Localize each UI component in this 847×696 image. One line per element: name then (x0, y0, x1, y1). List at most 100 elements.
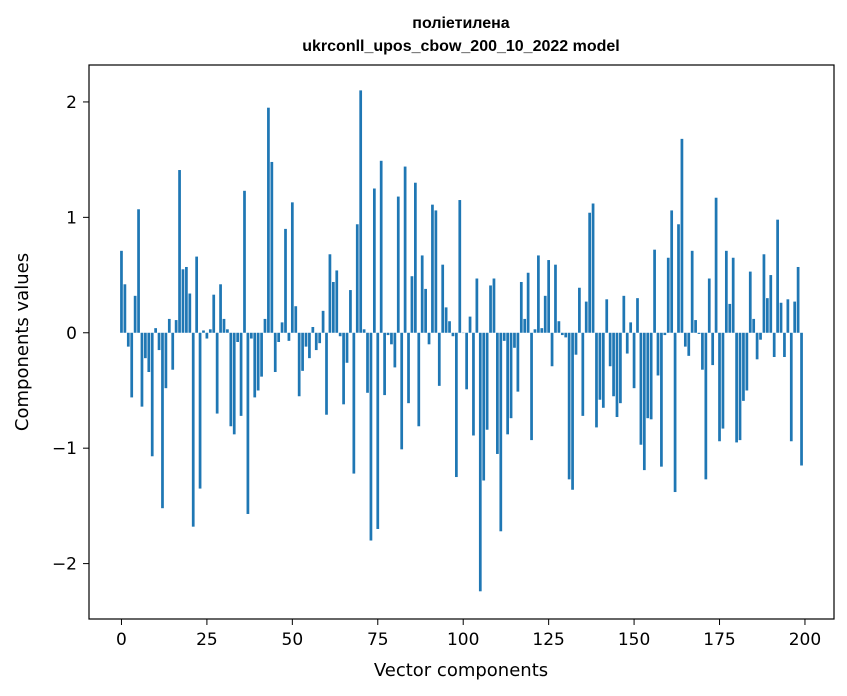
bar-1 (123, 284, 127, 333)
bar-76 (379, 160, 383, 333)
bar-198 (796, 266, 800, 333)
x-tick-label: 125 (532, 630, 564, 650)
bar-164 (680, 138, 684, 333)
bar-189 (765, 298, 769, 333)
bar-185 (752, 318, 756, 333)
bar-89 (424, 288, 427, 333)
bar-132 (571, 332, 574, 490)
bar-104 (475, 278, 479, 333)
bar-163 (677, 224, 680, 333)
bar-170 (701, 332, 704, 370)
bar-74 (372, 188, 376, 333)
bar-171 (704, 332, 708, 480)
bar-95 (444, 307, 448, 333)
bar-194 (783, 332, 786, 358)
y-tick-label: 0 (66, 324, 77, 344)
bar-120 (530, 332, 533, 441)
bar-5 (137, 209, 140, 333)
y-tick-label: −1 (52, 439, 77, 459)
bar-113 (506, 332, 509, 435)
y-tick-label: −2 (52, 555, 77, 575)
y-axis-label: Components values (12, 253, 33, 431)
bar-126 (550, 332, 554, 367)
bar-4 (133, 295, 137, 333)
bar-99 (458, 200, 462, 333)
bar-7 (144, 332, 147, 359)
bar-2 (126, 332, 130, 347)
bar-166 (687, 332, 691, 356)
bar-27 (212, 294, 216, 333)
bar-143 (608, 332, 612, 367)
bar-32 (229, 332, 233, 427)
chart-title: поліетилена (412, 15, 510, 32)
x-tick-label: 150 (618, 630, 650, 650)
bar-169 (697, 332, 701, 334)
bar-125 (547, 260, 551, 333)
bar-130 (564, 332, 568, 338)
bar-48 (284, 228, 287, 333)
bar-184 (748, 271, 752, 333)
bar-183 (745, 332, 749, 391)
bar-174 (714, 197, 718, 333)
bar-119 (526, 272, 530, 333)
bar-51 (294, 306, 298, 333)
bar-180 (735, 332, 738, 443)
bar-154 (646, 332, 650, 419)
bar-78 (386, 332, 390, 336)
bar-6 (140, 332, 144, 407)
bar-186 (755, 332, 759, 360)
bar-39 (253, 332, 257, 398)
bar-155 (649, 332, 653, 420)
bar-112 (502, 332, 506, 341)
bar-145 (615, 332, 619, 418)
bar-37 (246, 332, 250, 514)
bar-77 (383, 332, 386, 396)
bar-17 (178, 170, 181, 333)
bar-178 (728, 303, 732, 333)
bar-98 (455, 332, 458, 478)
bar-64 (338, 332, 342, 337)
bar-69 (355, 224, 359, 333)
bar-147 (622, 295, 626, 333)
bar-34 (236, 332, 240, 342)
bar-62 (331, 281, 335, 333)
bar-61 (328, 254, 332, 333)
bar-123 (540, 328, 544, 333)
bar-150 (632, 332, 636, 389)
bar-72 (366, 332, 369, 393)
bar-128 (557, 321, 561, 333)
bar-28 (215, 332, 219, 414)
bar-122 (537, 255, 540, 333)
bar-63 (335, 270, 339, 333)
bar-42 (263, 318, 267, 333)
bar-45 (273, 332, 277, 373)
bar-162 (673, 332, 677, 493)
bar-134 (578, 287, 581, 333)
bar-29 (219, 284, 222, 333)
bar-65 (342, 332, 345, 405)
bars-layer (120, 90, 803, 592)
bar-107 (485, 332, 489, 430)
bar-3 (130, 332, 134, 398)
bar-199 (800, 332, 803, 466)
bar-138 (591, 203, 595, 333)
bar-116 (516, 332, 520, 392)
bar-160 (666, 257, 670, 333)
x-tick-label: 25 (196, 630, 218, 650)
bar-71 (362, 329, 366, 333)
x-tick-label: 100 (447, 630, 479, 650)
bar-156 (653, 249, 656, 333)
bar-106 (482, 332, 486, 481)
bar-188 (762, 254, 766, 333)
bar-129 (560, 332, 564, 336)
bar-90 (427, 332, 431, 345)
bar-172 (707, 278, 711, 333)
bar-108 (489, 285, 492, 333)
bar-135 (581, 332, 585, 416)
bar-0 (120, 250, 123, 333)
bar-131 (567, 332, 571, 480)
x-tick-label: 0 (116, 630, 127, 650)
bar-97 (451, 332, 455, 337)
bar-79 (390, 332, 393, 345)
